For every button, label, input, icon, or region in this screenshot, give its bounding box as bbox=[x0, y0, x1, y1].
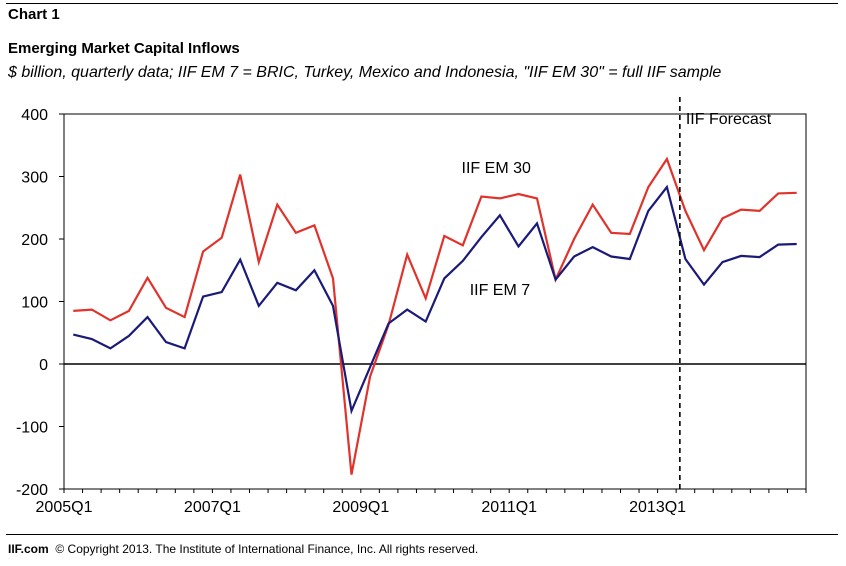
x-tick-label: 2009Q1 bbox=[332, 499, 389, 516]
x-tick-label: 2013Q1 bbox=[629, 499, 686, 516]
annotation-layer: IIF Forecast IIF EM 30 IIF EM 7 bbox=[462, 97, 772, 489]
x-tick-label: 2007Q1 bbox=[184, 499, 241, 516]
chart-subtitle: $ billion, quarterly data; IIF EM 7 = BR… bbox=[8, 64, 722, 81]
chart-title: Emerging Market Capital Inflows bbox=[8, 40, 240, 57]
series-line-iif-em-7 bbox=[73, 184, 797, 415]
series-label: IIF EM 7 bbox=[470, 282, 531, 299]
x-tick-label: 2005Q1 bbox=[36, 499, 93, 516]
chart-number: Chart 1 bbox=[8, 6, 60, 23]
y-axis: -200 -100 0 100 200 300 400 bbox=[16, 107, 64, 499]
forecast-label: IIF Forecast bbox=[686, 111, 772, 128]
y-tick-label: 400 bbox=[21, 107, 48, 124]
y-tick-label: 100 bbox=[21, 295, 48, 312]
series-layer bbox=[73, 156, 797, 475]
series-label: IIF EM 30 bbox=[462, 160, 531, 177]
top-rule bbox=[6, 3, 838, 4]
footer-copyright: © Copyright 2013. The Institute of Inter… bbox=[55, 542, 479, 556]
y-tick-label: 200 bbox=[21, 232, 48, 249]
bottom-rule bbox=[6, 534, 838, 535]
series-line-iif-em-30 bbox=[73, 156, 797, 475]
footer: IIF.com © Copyright 2013. The Institute … bbox=[8, 542, 478, 556]
x-axis: 2005Q1 2007Q1 2009Q1 2011Q1 2013Q1 bbox=[36, 489, 807, 516]
y-tick-label: -200 bbox=[16, 482, 48, 499]
y-tick-label: -100 bbox=[16, 420, 48, 437]
footer-brand: IIF.com bbox=[8, 542, 49, 556]
line-chart: -200 -100 0 100 200 300 400 2005Q1 2007Q1 2009Q1… bbox=[16, 97, 807, 516]
y-tick-label: 0 bbox=[39, 357, 48, 374]
y-tick-label: 300 bbox=[21, 170, 48, 187]
x-tick-label: 2011Q1 bbox=[481, 499, 537, 516]
